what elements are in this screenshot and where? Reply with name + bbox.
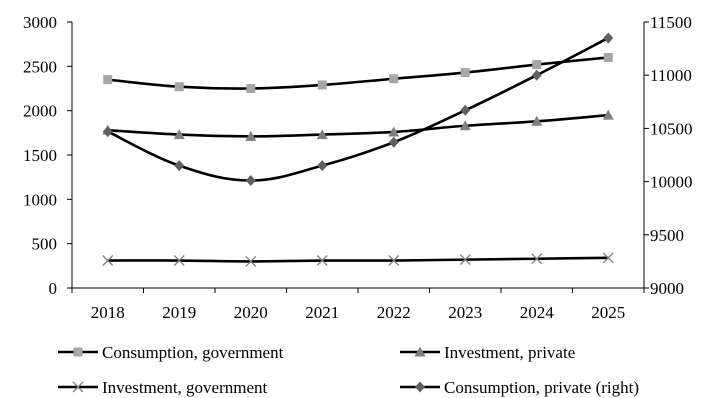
- legend-item: Investment, government: [58, 378, 268, 397]
- x-tick-label: 2023: [448, 303, 482, 322]
- series-1: [102, 109, 614, 141]
- x-tick-label: 2022: [377, 303, 411, 322]
- series-0: [103, 52, 613, 93]
- data-point: [388, 255, 400, 266]
- left-tick-label: 500: [32, 235, 58, 254]
- right-tick-label: 10500: [650, 119, 693, 138]
- left-tick-label: 1000: [23, 190, 57, 209]
- legend-item: Investment, private: [400, 343, 575, 362]
- data-point: [173, 129, 185, 140]
- x-tick-label: 2020: [234, 303, 268, 322]
- left-tick-label: 2000: [23, 102, 57, 121]
- data-point: [173, 255, 185, 266]
- left-tick-label: 0: [49, 279, 58, 298]
- legend-label: Consumption, government: [102, 343, 284, 362]
- data-point: [103, 75, 113, 85]
- legend-marker: [73, 347, 83, 357]
- data-point: [459, 254, 471, 266]
- data-point: [531, 115, 543, 126]
- legend-marker: [72, 381, 84, 393]
- data-point: [460, 104, 471, 116]
- left-tick-label: 2500: [23, 57, 57, 76]
- data-point: [460, 68, 470, 78]
- data-point: [317, 80, 327, 90]
- x-tick-label: 2025: [591, 303, 625, 322]
- data-point: [245, 130, 257, 141]
- data-point: [603, 32, 614, 44]
- legend-marker: [415, 381, 425, 393]
- axes: 0 500 1000 1500 2000 2500 3000 9000 9500 10000 105…: [23, 13, 693, 322]
- data-point: [246, 84, 256, 93]
- data-point: [317, 160, 328, 172]
- data-point: [316, 129, 328, 140]
- left-tick-label: 1500: [23, 146, 57, 165]
- data-point: [459, 120, 471, 131]
- data-point: [531, 69, 542, 81]
- data-point: [102, 255, 114, 266]
- data-point: [174, 82, 184, 92]
- x-tick-label: 2024: [520, 303, 555, 322]
- right-tick-label: 10000: [650, 173, 693, 192]
- data-point: [603, 52, 613, 62]
- data-point: [531, 253, 543, 265]
- data-point: [388, 126, 400, 137]
- data-point: [102, 126, 113, 138]
- x-tick-label: 2018: [91, 303, 125, 322]
- data-point: [388, 136, 399, 148]
- legend-item: Consumption, government: [58, 343, 284, 362]
- series-2: [102, 252, 614, 267]
- data-point: [532, 60, 542, 70]
- data-point: [174, 160, 185, 172]
- right-tick-label: 11500: [650, 13, 692, 32]
- legend-label: Investment, government: [102, 378, 268, 397]
- right-tick-label: 9000: [650, 279, 684, 298]
- data-point: [389, 74, 399, 84]
- series-line: [107, 56, 609, 90]
- series-line: [107, 36, 609, 182]
- x-tick-label: 2019: [162, 303, 196, 322]
- legend-label: Investment, private: [444, 343, 575, 362]
- data-point: [316, 255, 328, 266]
- left-tick-label: 3000: [23, 13, 57, 32]
- legend-item: Consumption, private (right): [400, 378, 639, 397]
- series-line: [107, 256, 609, 263]
- right-tick-label: 11000: [650, 66, 692, 85]
- x-tick-label: 2021: [305, 303, 339, 322]
- data-point: [602, 109, 614, 120]
- legend: Consumption, government Investment, priva…: [58, 343, 639, 397]
- legend-label: Consumption, private (right): [444, 378, 639, 397]
- data-point: [245, 175, 256, 187]
- series-lines: [102, 32, 614, 267]
- legend-marker: [414, 346, 426, 357]
- data-point: [602, 252, 614, 264]
- data-point: [245, 255, 257, 267]
- series-line: [107, 113, 609, 138]
- right-tick-label: 9500: [650, 226, 684, 245]
- series-3: [102, 32, 614, 187]
